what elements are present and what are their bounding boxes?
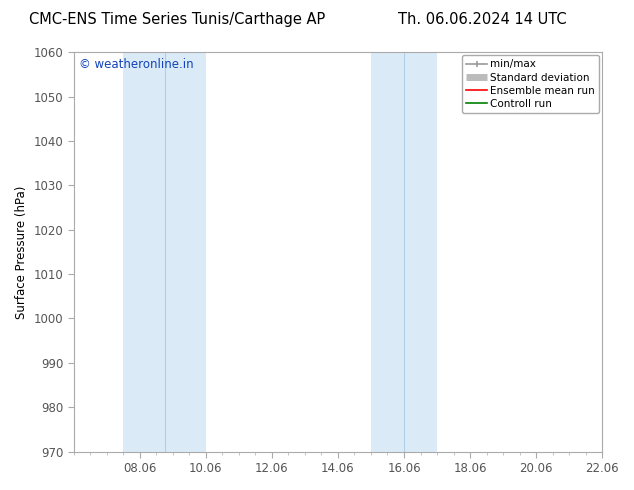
Text: © weatheronline.in: © weatheronline.in <box>79 58 193 71</box>
Y-axis label: Surface Pressure (hPa): Surface Pressure (hPa) <box>15 185 28 318</box>
Bar <box>123 52 206 452</box>
Bar <box>371 52 437 452</box>
Legend: min/max, Standard deviation, Ensemble mean run, Controll run: min/max, Standard deviation, Ensemble me… <box>462 55 599 113</box>
Text: Th. 06.06.2024 14 UTC: Th. 06.06.2024 14 UTC <box>398 12 566 27</box>
Text: CMC-ENS Time Series Tunis/Carthage AP: CMC-ENS Time Series Tunis/Carthage AP <box>29 12 326 27</box>
